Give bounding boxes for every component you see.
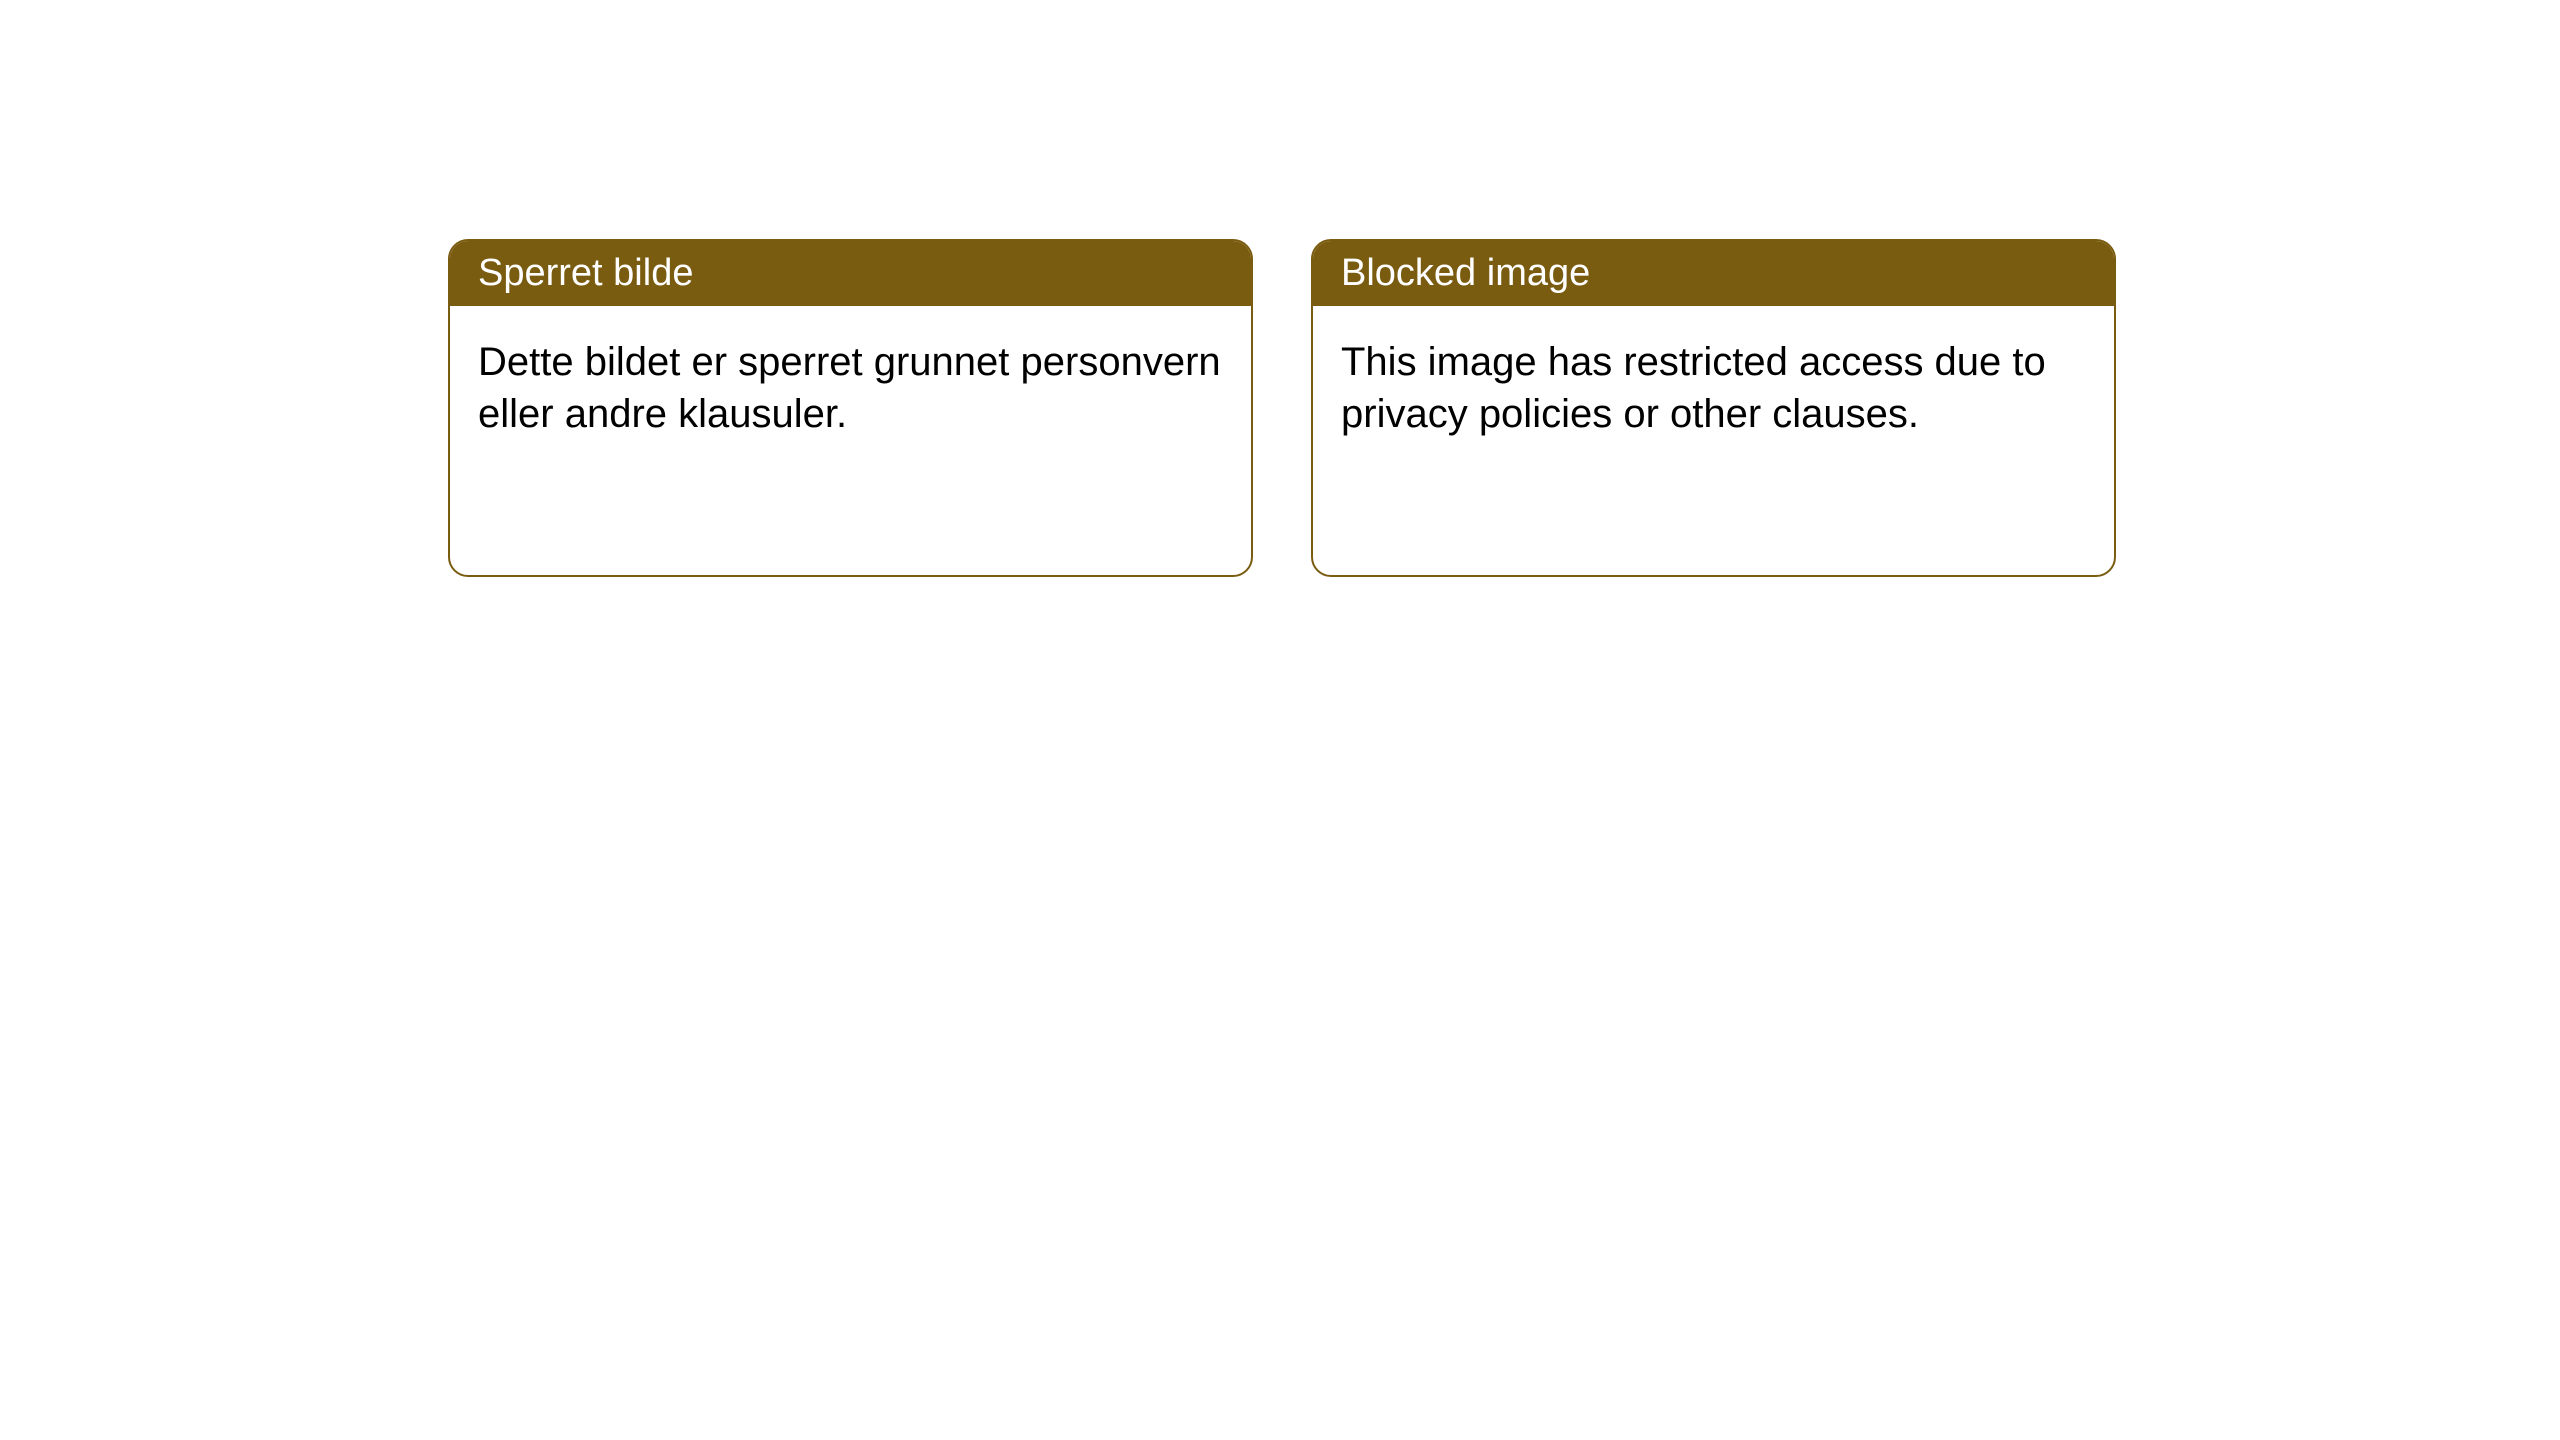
card-message: This image has restricted access due to …: [1341, 340, 2046, 436]
card-message: Dette bildet er sperret grunnet personve…: [478, 340, 1221, 436]
notice-card-english: Blocked image This image has restricted …: [1311, 239, 2116, 577]
card-body: Dette bildet er sperret grunnet personve…: [450, 306, 1251, 470]
card-header: Sperret bilde: [450, 241, 1251, 306]
notice-container: Sperret bilde Dette bildet er sperret gr…: [448, 239, 2116, 577]
card-title: Sperret bilde: [478, 252, 693, 294]
card-body: This image has restricted access due to …: [1313, 306, 2114, 470]
card-title: Blocked image: [1341, 252, 1590, 294]
notice-card-norwegian: Sperret bilde Dette bildet er sperret gr…: [448, 239, 1253, 577]
card-header: Blocked image: [1313, 241, 2114, 306]
